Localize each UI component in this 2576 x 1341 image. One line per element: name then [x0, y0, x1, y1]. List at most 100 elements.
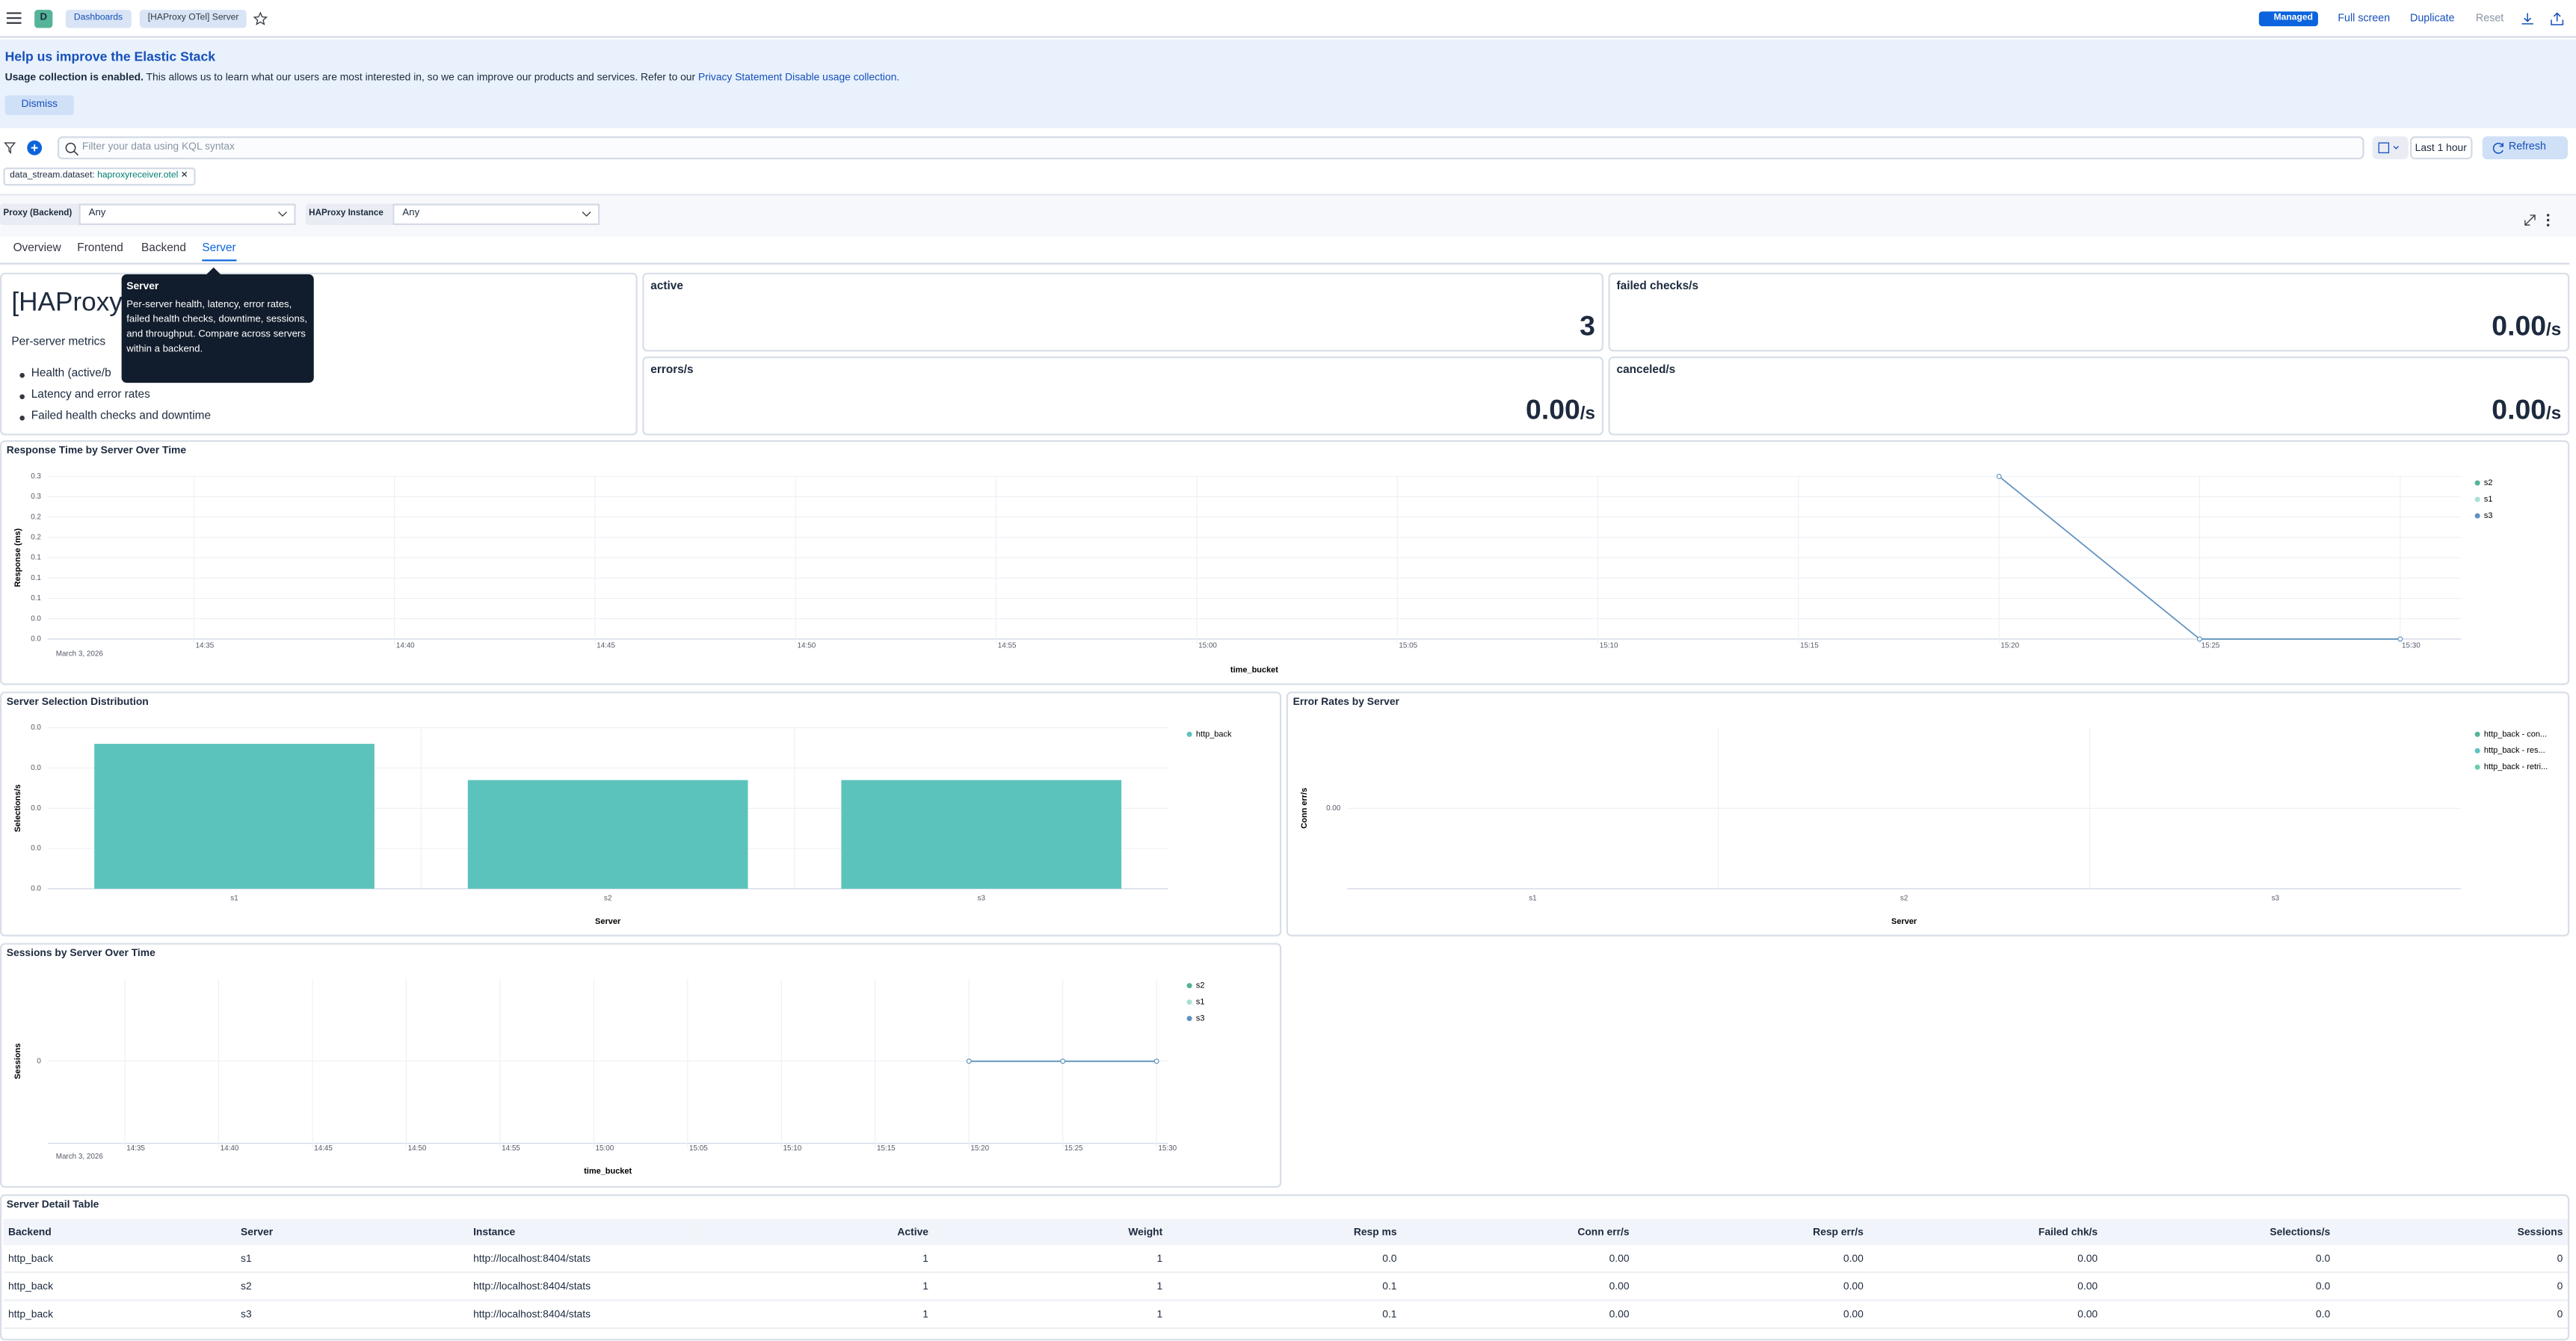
avatar[interactable]: D: [34, 10, 53, 28]
tooltip-text: Per-server health, latency, error rates,…: [126, 300, 308, 355]
tab[interactable]: Server: [202, 240, 236, 262]
tab[interactable]: Overview: [13, 243, 61, 255]
disable-link[interactable]: Disable usage collection.: [785, 72, 900, 84]
filter-pill[interactable]: data_stream.dataset: haproxyreceiver.ote…: [3, 167, 195, 186]
dismiss-button[interactable]: Dismiss: [4, 95, 74, 115]
filter-field: data_stream.dataset:: [10, 170, 95, 181]
metric-unit: /s: [2546, 404, 2562, 425]
x-tick-label: 14:40: [396, 641, 415, 650]
bar: [841, 780, 1122, 889]
x-tick-label: 15:25: [2201, 641, 2220, 650]
download-button[interactable]: [2520, 11, 2535, 26]
add-filter[interactable]: [26, 140, 43, 156]
column-header[interactable]: Sessions: [2517, 1226, 2563, 1238]
x-axis-label: Server: [595, 917, 621, 926]
control-label: Proxy (Backend): [0, 203, 79, 226]
control-select[interactable]: Any: [78, 203, 296, 226]
y-tick-label: 0.0: [31, 764, 41, 772]
tab[interactable]: Backend: [141, 243, 186, 255]
duplicate-button[interactable]: Duplicate: [2410, 13, 2455, 25]
x-tick-label: 15:15: [877, 1144, 896, 1153]
x-tick-label: 15:05: [1399, 641, 1417, 650]
column-header[interactable]: Selections/s: [2270, 1226, 2331, 1238]
column-header[interactable]: Resp err/s: [1813, 1226, 1864, 1238]
x-tick-label: 15:30: [2402, 641, 2421, 650]
markdown-item: Health (active/b: [31, 368, 111, 380]
bar: [467, 780, 748, 889]
markdown-heading: [HAProxy: [11, 289, 123, 318]
x-tick-label: 15:20: [2000, 641, 2019, 650]
refresh-button[interactable]: Refresh: [2482, 136, 2569, 160]
column-header[interactable]: Conn err/s: [1577, 1226, 1630, 1238]
chart-title: Server Selection Distribution: [6, 696, 149, 709]
metric-panel: canceled/s 0.00/s: [1608, 356, 2570, 436]
y-tick-label: 0.2: [31, 513, 41, 521]
y-tick-label: 0.0: [31, 845, 41, 853]
metric-label: errors/s: [650, 364, 694, 377]
metric-unit: /s: [1580, 404, 1595, 425]
x-tick-label: s1: [1529, 895, 1537, 903]
x-tick-label: 15:10: [1600, 641, 1618, 650]
y-axis-label: Response (ms): [13, 528, 22, 587]
table-cell: 0.0: [2315, 1280, 2331, 1292]
legend-label: http_back - con...: [2484, 730, 2547, 739]
table-cell: s3: [241, 1308, 252, 1320]
table-cell: http_back: [7, 1308, 54, 1320]
breadcrumb[interactable]: Dashboards: [65, 10, 132, 28]
header-row: Backend Server Instance Active Weight Resp ms…: [3, 1218, 2569, 1245]
chart: 0 Sessions time_bucket 14:35 14:40 14:45 14:50…: [13, 978, 1205, 1176]
favorite-star[interactable]: [253, 11, 268, 26]
banner-bold: Usage collection is enabled.: [4, 72, 144, 84]
markdown-item: Failed health checks and downtime: [31, 410, 212, 422]
column-header[interactable]: Resp ms: [1353, 1226, 1397, 1238]
legend-label: s3: [2484, 511, 2493, 520]
y-tick-label: 0: [37, 1057, 41, 1065]
y-tick-label: 0.3: [31, 493, 41, 501]
filter-menu[interactable]: [3, 141, 18, 155]
legend-swatch: [1186, 999, 1192, 1005]
share-button[interactable]: [2550, 11, 2565, 26]
x-tick-label: 14:35: [196, 641, 215, 650]
refresh-icon: [2492, 143, 2503, 154]
column-header[interactable]: Failed chk/s: [2038, 1226, 2098, 1238]
table-cell: 0.00: [2077, 1280, 2098, 1292]
control-value: Any: [88, 209, 106, 219]
column-header[interactable]: Backend: [7, 1226, 52, 1238]
expand-button[interactable]: [2524, 214, 2537, 227]
full-screen-button[interactable]: Full screen: [2338, 13, 2391, 25]
filter-remove[interactable]: ✕: [180, 170, 188, 181]
x-tick-label: 14:55: [502, 1144, 520, 1153]
date-picker-button[interactable]: [2372, 136, 2409, 160]
column-header[interactable]: Weight: [1128, 1226, 1163, 1238]
chart-panel: Sessions by Server Over Time 0 Sessions tim…: [0, 943, 1282, 1188]
column-header[interactable]: Active: [897, 1226, 928, 1238]
query-input[interactable]: Filter your data using KQL syntax: [57, 136, 2364, 160]
chevron: [582, 212, 591, 217]
table-cell: 0.0: [1382, 1252, 1397, 1265]
table-row: http_back s3 http://localhost:8404/stats 1 1…: [3, 1300, 2569, 1328]
table-row: http_back s2 http://localhost:8404/stats 1 1…: [3, 1272, 2569, 1301]
table-cell: 0.0: [2315, 1308, 2331, 1320]
column-header[interactable]: Server: [241, 1226, 274, 1238]
reset-button[interactable]: Reset: [2475, 13, 2504, 25]
table-cell: 0.00: [2077, 1308, 2098, 1320]
breadcrumb: [HAProxy OTel] Server: [139, 10, 247, 28]
metric-label: active: [650, 280, 683, 293]
y-tick-label: 0.2: [31, 534, 41, 542]
column-header[interactable]: Instance: [473, 1226, 516, 1238]
privacy-link[interactable]: Privacy Statement: [697, 72, 783, 84]
x-tick-label: 14:50: [797, 641, 816, 650]
chart-title: Response Time by Server Over Time: [6, 445, 187, 457]
tab[interactable]: Frontend: [77, 243, 123, 255]
y-tick-label: 0.0: [31, 635, 41, 644]
metric-value: 0.00/s: [1526, 394, 1595, 427]
data-point: [966, 1058, 972, 1064]
time-range[interactable]: Last 1 hour: [2410, 136, 2472, 160]
menu-button[interactable]: [6, 11, 22, 25]
options-button[interactable]: [2545, 214, 2551, 227]
bullet: [19, 394, 25, 400]
table-panel: Server Detail Table Backend Server Instanc…: [0, 1194, 2570, 1341]
table-cell: 1: [922, 1308, 928, 1320]
y-tick-label: 0.1: [31, 554, 41, 562]
control-select[interactable]: Any: [392, 203, 600, 226]
